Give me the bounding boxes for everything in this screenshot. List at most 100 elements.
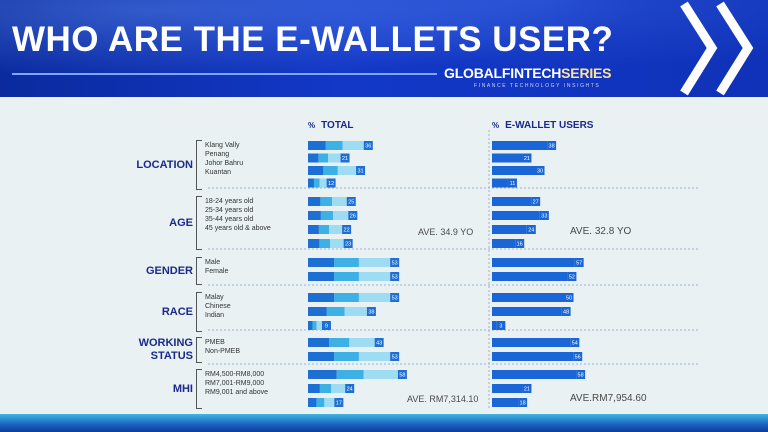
category-label-working-status: WORKING STATUS [138,337,193,362]
age-ewallet-average: AVE. 32.8 YO [570,226,632,237]
ewallet-value-label: 38 [549,144,555,150]
ewallet-value-label: 52 [569,275,575,281]
row-label: RM7,001-RM9,000 [205,380,265,387]
total-value-label: 53 [392,355,398,361]
total-bar-segment-dark [308,321,313,330]
ewallet-bar [492,398,519,407]
category-label-gender: GENDER [145,264,193,277]
row-label: Malay [205,294,224,301]
ewallet-value-box [535,166,545,175]
ewallet-bar [492,370,577,379]
ewallet-value-box [573,352,583,361]
total-bar-segment-light [342,141,364,150]
ewallet-value-label: 3 [499,324,502,330]
total-bar-segment-light [324,398,335,407]
category-label-race: RACE [161,305,193,318]
ewallet-bar [492,384,523,393]
total-value-box [340,153,350,163]
total-bar-segment-light [331,384,346,393]
ewallet-bar [492,258,575,267]
header-glow [0,0,768,97]
ewallet-value-box [567,272,577,281]
ewallet-bar [492,211,540,220]
total-bar-segment-dark [308,153,319,163]
row-label: Male [205,259,221,266]
ewallet-value-box [561,307,571,316]
total-bar-segment-light [316,321,322,330]
ewallet-bar [492,307,562,316]
total-bar-segment-mid [318,225,330,234]
ewallet-value-label: 50 [566,296,572,302]
total-bar-segment-mid [318,153,329,163]
total-value-box [390,272,400,281]
total-bar-segment-mid [334,293,359,302]
ewallet-value-label: 30 [537,169,543,175]
row-label: Non-PMEB [205,348,241,355]
total-value-box [366,307,376,316]
total-value-label: 23 [345,242,351,248]
total-bar-segment-light [358,272,391,281]
total-bar-segment-light [358,293,391,302]
ewallet-value-label: 48 [563,310,569,316]
total-value-box [346,197,356,206]
total-value-label: 17 [336,401,342,407]
total-value-label: 31 [357,169,363,175]
total-bar-segment-mid [319,384,332,393]
category-bracket [196,292,202,332]
category-label-location: LOCATION [136,158,193,171]
ewallet-value-box [547,141,557,150]
total-bar-segment-dark [308,293,335,302]
total-bar-segment-light [328,153,341,163]
row-label: Chinese [205,303,231,310]
total-value-box [343,239,353,248]
ewallet-bar [492,352,574,361]
total-bar-segment-light [337,166,357,175]
total-bar-segment-light [332,197,347,206]
footer-bar [0,414,768,432]
age-total-average: AVE. 34.9 YO [418,227,474,237]
total-value-box [390,258,400,267]
ewallet-value-box [574,258,584,267]
row-label: Kuantan [205,169,232,176]
total-value-box [356,166,366,175]
category-bracket [196,337,202,363]
total-bar-segment-mid [320,197,333,206]
brand-tagline: FINANCE TECHNOLOGY INSIGHTS [474,83,601,89]
category-label-mhi: MHI [172,382,193,395]
total-bar-segment-mid [325,141,343,150]
ewallet-value-label: 11 [510,181,516,187]
row-label: RM4,500-RM8,000 [205,371,265,378]
total-bar-segment-light [358,352,391,361]
total-value-label: 53 [392,261,398,267]
category-bracket [196,369,202,409]
total-bar-segment-dark [308,258,335,267]
ewallet-value-box [539,211,549,220]
ewallet-bar [492,272,568,281]
ewallet-value-label: 16 [517,242,523,248]
ewallet-value-label: 21 [524,387,530,393]
total-bar-segment-dark [308,178,314,188]
total-value-label: 9 [325,324,328,330]
total-bar-segment-light [329,225,343,234]
total-bar-segment-dark [308,384,320,393]
total-bar-segment-dark [308,398,317,407]
page-title: WHO ARE THE E-WALLETS USER? [12,20,614,59]
total-value-label: 12 [328,181,334,187]
brand-logo: GLOBALFINTECHSERIES [444,65,612,81]
ewallet-value-box [515,239,525,248]
total-bar-segment-dark [308,239,320,248]
total-bar-segment-mid [316,398,325,407]
total-value-label: 22 [344,228,350,234]
total-value-box [374,338,384,347]
total-bar-segment-light [349,338,375,347]
ewallet-value-label: 33 [541,214,547,220]
total-value-label: 26 [350,214,356,220]
total-value-label: 43 [376,341,382,347]
total-bar-segment-light [330,239,344,248]
ewallet-value-box [564,293,574,302]
total-bar-segment-mid [334,272,359,281]
total-bar-segment-light [358,258,391,267]
total-value-box [345,384,355,393]
total-bar-segment-light [344,307,367,316]
